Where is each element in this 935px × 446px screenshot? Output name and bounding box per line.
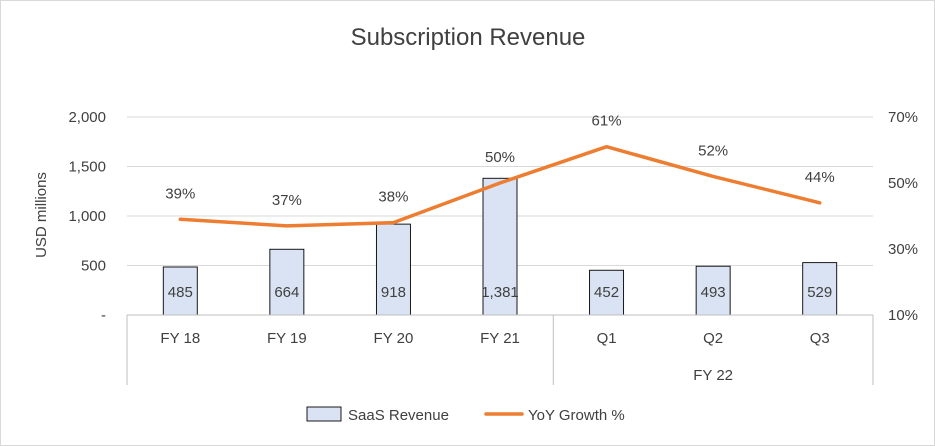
revenue-bar bbox=[269, 248, 305, 316]
chart-title: Subscription Revenue bbox=[351, 24, 586, 51]
x-tick-label: FY 21 bbox=[480, 330, 520, 347]
x-tick-label: Q3 bbox=[810, 330, 830, 347]
revenue-bar bbox=[802, 262, 838, 316]
x-tick-label: Q2 bbox=[703, 330, 723, 347]
revenue-data-label: 664 bbox=[274, 284, 299, 301]
y2-tick-label: 10% bbox=[888, 307, 918, 324]
revenue-bar bbox=[375, 223, 411, 316]
x-tick-label: FY 18 bbox=[160, 330, 200, 347]
x-tick-label: FY 19 bbox=[267, 330, 307, 347]
growth-data-label: 37% bbox=[272, 192, 302, 209]
legend: SaaS Revenue YoY Growth % bbox=[306, 406, 625, 424]
revenue-data-label: 1,381 bbox=[481, 284, 519, 301]
revenue-data-label: 529 bbox=[807, 284, 832, 301]
revenue-data-label: 493 bbox=[701, 284, 726, 301]
revenue-bar bbox=[695, 265, 731, 316]
growth-data-label: 52% bbox=[698, 142, 728, 159]
legend-label: YoY Growth % bbox=[528, 407, 625, 424]
y-axis-label: USD millions bbox=[33, 172, 50, 258]
growth-data-label: 61% bbox=[592, 113, 622, 130]
revenue-data-label: 485 bbox=[168, 284, 193, 301]
y-tick-label: 2,000 bbox=[68, 109, 106, 126]
revenue-bar bbox=[589, 269, 625, 316]
legend-swatch-bar bbox=[306, 406, 342, 422]
y-tick-label: 1,000 bbox=[68, 208, 106, 225]
y2-tick-label: 30% bbox=[888, 241, 918, 258]
growth-data-label: 39% bbox=[165, 185, 195, 202]
revenue-data-label: 452 bbox=[594, 284, 619, 301]
x-group-label: FY 22 bbox=[693, 367, 733, 384]
growth-data-label: 50% bbox=[485, 149, 515, 166]
y-tick-label: 500 bbox=[81, 258, 106, 275]
revenue-bar bbox=[162, 266, 198, 316]
growth-line bbox=[178, 144, 822, 228]
y2-tick-label: 70% bbox=[888, 109, 918, 126]
growth-data-label: 44% bbox=[805, 169, 835, 186]
y-tick-label: - bbox=[101, 307, 106, 324]
x-tick-label: Q1 bbox=[597, 330, 617, 347]
y-tick-label: 1,500 bbox=[68, 159, 106, 176]
y2-tick-label: 50% bbox=[888, 175, 918, 192]
revenue-data-label: 918 bbox=[381, 284, 406, 301]
growth-data-label: 38% bbox=[378, 189, 408, 206]
legend-label: SaaS Revenue bbox=[348, 407, 449, 424]
x-tick-label: FY 20 bbox=[374, 330, 414, 347]
